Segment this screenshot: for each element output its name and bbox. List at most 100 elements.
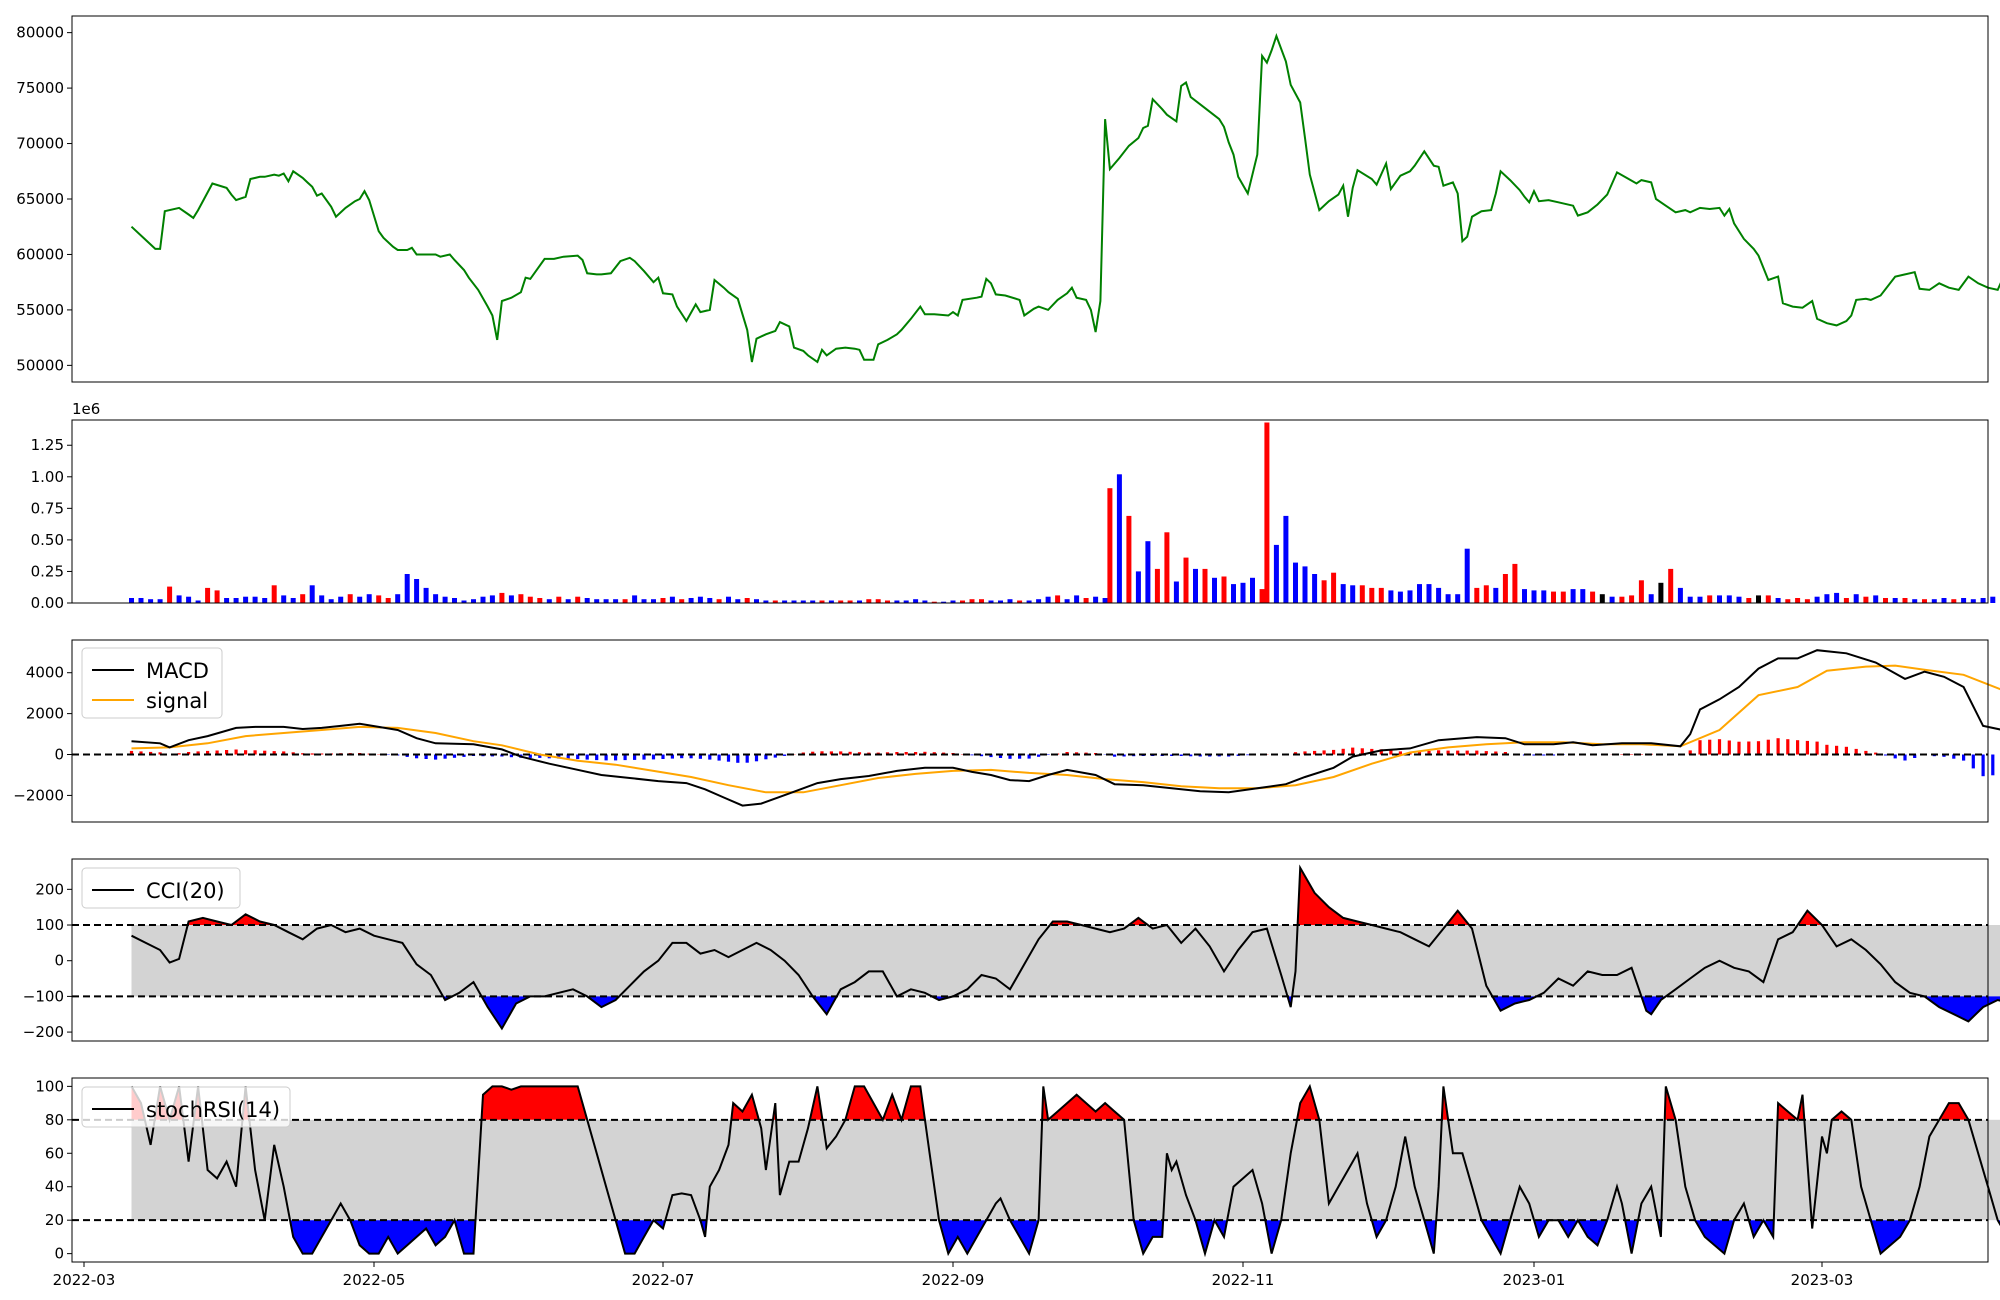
macd-hist-bar xyxy=(509,754,513,758)
volume-bar xyxy=(395,594,401,603)
volume-bar xyxy=(1843,598,1849,603)
macd-y-tick-label: −2000 xyxy=(13,786,64,804)
price-y-tick-label: 50000 xyxy=(16,356,64,374)
volume-bar xyxy=(1483,585,1489,603)
macd-hist-bar xyxy=(1046,754,1050,755)
macd-hist-bar xyxy=(1018,754,1022,759)
macd-hist-bar xyxy=(614,754,618,761)
volume-bar xyxy=(857,600,862,603)
volume-bar xyxy=(1350,585,1356,603)
x-tick-label: 2022-07 xyxy=(632,1271,695,1289)
macd-hist-bar xyxy=(1322,750,1326,755)
volume-bar xyxy=(1931,599,1937,603)
macd-legend-label: MACD xyxy=(146,659,209,683)
volume-bar xyxy=(754,599,759,603)
volume-bar xyxy=(1474,587,1480,603)
macd-hist-bar xyxy=(301,753,305,755)
macd-hist-bar xyxy=(1456,750,1460,755)
volume-bar xyxy=(385,598,391,603)
x-axis: 2022-03 2022-05 2022-07 2022-09 2022-11 2023-… xyxy=(53,1262,1853,1289)
volume-bar xyxy=(688,598,694,603)
macd-hist-bar xyxy=(424,754,428,759)
volume-bar xyxy=(1648,594,1654,603)
volume-bar xyxy=(1007,599,1013,603)
volume-bar xyxy=(423,587,429,603)
x-tick-label: 2022-09 xyxy=(922,1271,985,1289)
cci-oversold-fill xyxy=(587,996,620,1008)
macd-hist-bar xyxy=(1756,741,1761,755)
macd-hist-bar xyxy=(206,750,210,755)
volume-bar xyxy=(271,585,277,603)
cci-panel-frame xyxy=(71,858,1989,1042)
cci-y-tick-label: 100 xyxy=(35,916,64,934)
volume-bar xyxy=(1321,580,1327,603)
macd-hist-bar xyxy=(1864,750,1868,755)
volume-bar xyxy=(1074,595,1080,603)
macd-hist-bar xyxy=(633,754,637,760)
stochrsi-y-tick-label: 40 xyxy=(45,1178,64,1196)
volume-bar xyxy=(1707,595,1713,603)
stochrsi-oversold-fill xyxy=(939,1220,987,1254)
cci-band xyxy=(131,925,2000,997)
macd-hist-bar xyxy=(680,754,684,759)
volume-y-tick-label: 0.25 xyxy=(31,562,64,580)
volume-bar xyxy=(744,598,750,603)
macd-hist-bar xyxy=(1313,750,1317,755)
volume-bar xyxy=(1312,574,1318,603)
volume-bar xyxy=(1609,596,1615,603)
volume-bar xyxy=(772,600,778,603)
volume-y-tick-label: 0.50 xyxy=(31,531,64,549)
volume-bar xyxy=(791,600,797,603)
macd-hist-bar xyxy=(215,750,219,755)
macd-hist-bar xyxy=(932,752,936,755)
volume-bar xyxy=(1273,544,1279,603)
volume-bar xyxy=(157,599,163,603)
macd-hist-bar xyxy=(1427,751,1431,755)
cci-overbought-fill xyxy=(1797,910,1822,925)
volume-bar xyxy=(763,600,769,603)
stochrsi-oversold-fill xyxy=(1748,1220,1764,1237)
volume-bar xyxy=(1736,596,1742,603)
volume-bar xyxy=(998,600,1003,603)
volume-bar xyxy=(913,599,919,603)
volume-offset-text: 1e6 xyxy=(72,400,100,418)
macd-hist-bar xyxy=(1971,754,1975,769)
macd-hist-bar xyxy=(670,754,674,759)
volume-bar xyxy=(366,594,372,603)
stochrsi-overbought-fill xyxy=(1831,1111,1852,1120)
volume-bar xyxy=(1765,595,1771,603)
volume-y-axis: 0.00 0.25 0.50 0.75 1.00 1.25 xyxy=(31,436,72,612)
stochrsi-overbought-fill xyxy=(481,1086,588,1120)
volume-bar xyxy=(641,599,647,603)
volume-bar xyxy=(1045,596,1051,603)
macd-hist-bar xyxy=(1903,754,1907,761)
volume-bar xyxy=(1522,589,1527,603)
macd-hist-bar xyxy=(623,754,627,761)
macd-hist-bar xyxy=(1332,749,1336,755)
stochrsi-overbought-fill xyxy=(845,1086,883,1120)
macd-hist-bar xyxy=(1398,751,1402,755)
volume-bar xyxy=(489,595,495,603)
volume-bar xyxy=(1560,591,1566,603)
volume-bar xyxy=(252,596,258,603)
macd-hist-bar xyxy=(1981,754,1985,777)
macd-hist-bar xyxy=(1037,754,1041,757)
volume-bar xyxy=(1756,595,1761,603)
macd-hist-bar xyxy=(1113,754,1117,757)
volume-bar xyxy=(950,600,956,603)
volume-bar xyxy=(129,598,134,603)
macd-hist-bar xyxy=(1494,751,1498,755)
x-tick-label: 2023-01 xyxy=(1503,1271,1566,1289)
volume-bar xyxy=(1580,589,1586,603)
macd-hist-bar xyxy=(1688,750,1692,755)
volume-y-tick-label: 0.75 xyxy=(31,499,64,517)
cci-y-tick-label: 200 xyxy=(35,880,64,898)
macd-y-tick-label: 2000 xyxy=(26,705,64,723)
volume-bar xyxy=(433,594,439,603)
macd-hist-bar xyxy=(1341,748,1345,755)
macd-hist-bar xyxy=(1303,751,1307,755)
volume-bar xyxy=(205,587,211,603)
volume-y-tick-label: 1.00 xyxy=(31,468,64,486)
volume-bar xyxy=(838,600,844,603)
macd-hist-bar xyxy=(811,751,815,755)
